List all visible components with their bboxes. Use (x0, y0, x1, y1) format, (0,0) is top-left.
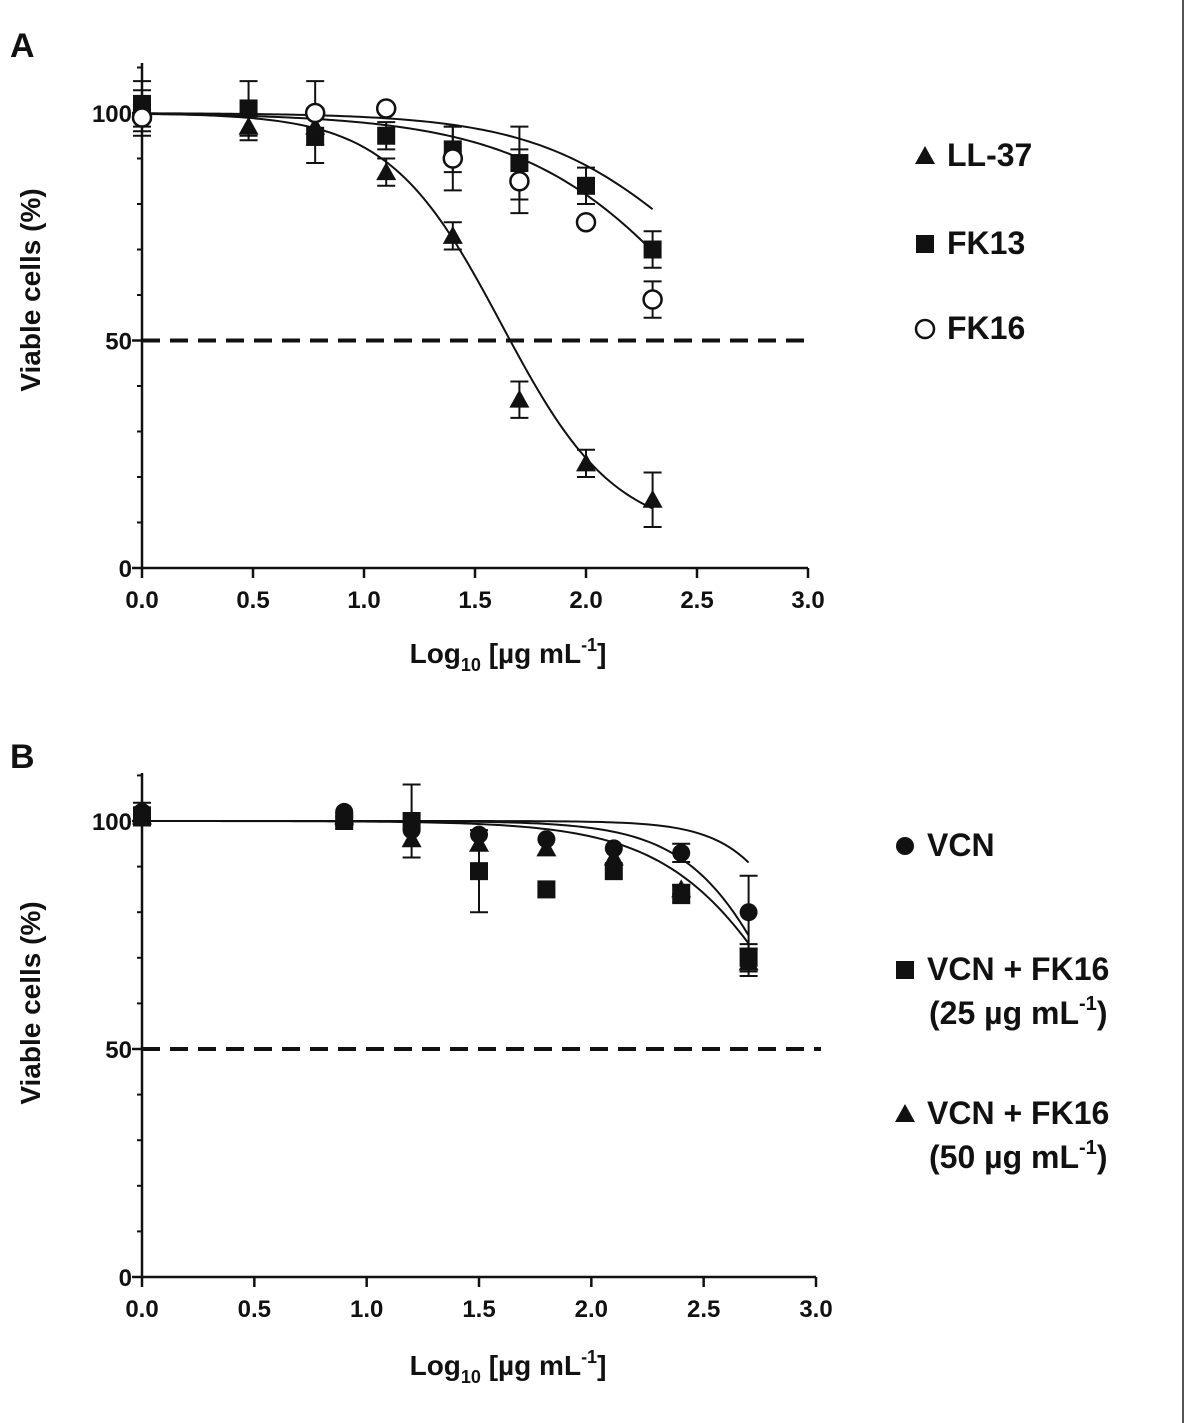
panel-b-series-vcn-fk16-25-g-ml-1-point (537, 880, 556, 899)
panel-a-series-fk16-point (375, 98, 397, 119)
panel-b-label: B (10, 738, 35, 776)
panel-b: B Viable cells (%) Log10 [µg mL-1] 0.0 0.… (10, 738, 1109, 1387)
panel-a-series-fk16-point (509, 171, 530, 192)
panel-a-plot: 0.0 0.5 1.0 1.5 2.0 2.5 3.0 0 50 100 (92, 63, 825, 614)
panel-a-series-fk16-point (442, 148, 464, 169)
panel-a-x-tick-label: 3.0 (791, 587, 824, 614)
panel-b-ylabel: Viable cells (%) (15, 901, 46, 1104)
panel-b-y-tick-label: 0 (119, 1265, 132, 1292)
panel-a-series-fk13-fit-curve (141, 112, 654, 211)
panel-a-y-tick-label: 0 (119, 556, 132, 583)
panel-b-series-vcn-fk16-50-g-ml-1-point (469, 833, 489, 852)
panel-b-series-vcn-fk16-50-g-ml-1-legend-label: VCN + FK16 (927, 1095, 1109, 1131)
panel-a-x-tick-label: 2.5 (680, 587, 713, 614)
panel-b-series-vcn-fk16-50-g-ml-1-legend-label-line2: (50 µg mL-1) (929, 1137, 1107, 1175)
panel-a-x-tick-label: 0.0 (125, 587, 158, 614)
panel-b-xlabel: Log10 [µg mL-1] (410, 1347, 607, 1387)
panel-b-x-tick-label: 2.0 (575, 1296, 608, 1323)
panel-b-series-vcn-fk16-25-g-ml-1-point (604, 862, 623, 881)
panel-a-series-fk13-legend-label: FK13 (947, 225, 1025, 261)
panel-a-series-fk16-point (575, 211, 597, 233)
panel-a-series-ll-37-point (376, 162, 397, 181)
panel-b-series-vcn-fk16-50-g-ml-1-point (536, 838, 557, 857)
panel-b-series-vcn-fk16-25-g-ml-1-legend-label-line2: (25 µg mL-1) (929, 993, 1107, 1031)
panel-b-x-tick-label: 0.0 (125, 1296, 158, 1323)
panel-b-series-vcn-fk16-50-g-ml-1-legend-marker (895, 1104, 915, 1122)
panel-b-series-vcn-point (672, 843, 691, 862)
panel-b-x-tick-label: 3.0 (799, 1296, 832, 1323)
panel-a-series-fk16-legend-marker (914, 318, 936, 340)
panel-b-series-vcn-fk16-25-g-ml-1-legend-marker (896, 961, 914, 979)
panel-b-y-tick-label: 50 (105, 1037, 132, 1064)
panel-a-series-fk13-legend-marker (916, 235, 934, 253)
panel-a-x-tick-label: 1.5 (458, 587, 491, 614)
panel-a-series-fk16-point (642, 289, 663, 310)
panel-a-series-ll-37-fit-curve (141, 112, 654, 510)
panel-a-legend: LL-37 FK13 FK16 (914, 137, 1032, 346)
panel-a-series-fk13-point (239, 99, 258, 118)
panel-a-series-ll-37-point (576, 453, 596, 472)
panel-a-x-tick-label: 1.0 (347, 587, 380, 614)
panel-a-series-ll-37-point (642, 489, 663, 508)
panel-a-series-fk13-point (577, 176, 595, 195)
panel-a-series-fk13-point (643, 240, 662, 259)
panel-b-series-vcn-fk16-50-g-ml-1-point (401, 829, 422, 848)
panel-a-series-fk16-legend-label: FK16 (947, 310, 1025, 346)
panel-b-series-vcn-fk16-25-g-ml-1-fit-curve (142, 820, 750, 945)
panel-a-ylabel: Viable cells (%) (15, 188, 46, 391)
panel-b-series-vcn-fk16-25-g-ml-1-point (470, 862, 488, 881)
panel-b-series-vcn-fk16-50-g-ml-1-point (603, 847, 624, 866)
panel-b-series-vcn-fk16-50-g-ml-1-point (671, 879, 692, 898)
panel-b-y-tick-label: 100 (92, 809, 132, 836)
panel-a-series-fk16-point (304, 102, 326, 124)
panel-b-x-tick-label: 1.5 (462, 1296, 495, 1323)
panel-a-y-tick-label: 100 (92, 101, 132, 128)
panel-b-plot: 0.0 0.5 1.0 1.5 2.0 2.5 3.0 0 50 100 (92, 773, 833, 1323)
panel-a-x-tick-label: 2.0 (569, 587, 602, 614)
panel-a-series-ll-37-legend-label: LL-37 (947, 137, 1032, 173)
panel-b-series-vcn-fk16-50-g-ml-1-point (334, 806, 355, 825)
panel-a-series-fk16-point (131, 107, 153, 128)
panel-b-x-tick-label: 0.5 (238, 1296, 271, 1323)
panel-b-series-vcn-fk16-50-g-ml-1-point (132, 806, 152, 825)
panel-a-label: A (10, 27, 35, 65)
panel-b-series-vcn-legend-marker (896, 837, 914, 855)
panel-b-legend: VCN VCN + FK16 (25 µg mL-1) VCN + FK16 (50 µ… (895, 827, 1109, 1175)
panel-b-series-vcn-fit-curve (142, 820, 750, 864)
panel-b-series-vcn-point (739, 903, 758, 922)
panel-a-series-fk13-point (377, 126, 396, 145)
panel-a-series-fk16-fit-curve (141, 112, 654, 252)
panel-b-series-vcn-fk16-50-g-ml-1-point (738, 952, 759, 971)
panel-b-x-tick-label: 1.0 (350, 1296, 383, 1323)
panel-a-x-tick-label: 0.5 (236, 587, 269, 614)
panel-a-y-tick-label: 50 (105, 329, 132, 356)
panel-a: A Viable cells (%) Log10 [µg mL-1] 0.0 0.… (10, 27, 1032, 675)
panel-b-x-tick-label: 2.5 (687, 1296, 720, 1323)
panel-a-series-ll-37-legend-marker (915, 146, 935, 164)
panel-a-xlabel: Log10 [µg mL-1] (410, 635, 607, 675)
panel-a-series-ll-37-point (442, 225, 463, 244)
panel-b-series-vcn-fk16-25-g-ml-1-legend-label: VCN + FK16 (927, 951, 1109, 987)
panel-b-series-vcn-fk16-50-g-ml-1-fit-curve (142, 820, 750, 936)
panel-b-series-vcn-legend-label: VCN (927, 827, 995, 863)
panel-a-series-ll-37-point (509, 389, 530, 408)
